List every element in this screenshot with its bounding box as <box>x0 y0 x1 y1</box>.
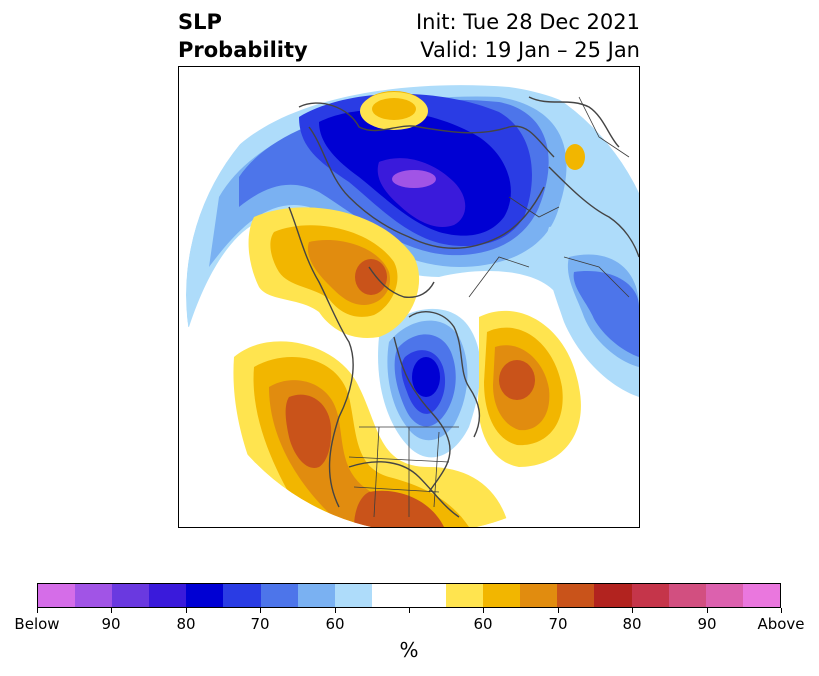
colorbar-segment <box>297 584 335 607</box>
colorbar-tick-label: 70 <box>250 615 270 633</box>
probability-field <box>186 85 639 527</box>
colorbar-segment <box>520 584 558 607</box>
init-date-label: Init: Tue 28 Dec 2021 <box>415 10 640 34</box>
colorbar-segment <box>742 584 780 607</box>
colorbar-tick <box>483 608 484 613</box>
colorbar-segment <box>223 584 261 607</box>
political-border <box>508 196 560 218</box>
probability-contour <box>285 394 332 468</box>
coastline <box>408 311 481 438</box>
political-border <box>433 431 440 508</box>
probability-contour <box>499 360 535 400</box>
political-border <box>563 256 630 298</box>
coastline <box>548 166 639 258</box>
probability-map <box>178 66 640 528</box>
coastline <box>298 102 555 158</box>
map-dates: Init: Tue 28 Dec 2021 Valid: 19 Jan – 25… <box>416 8 640 64</box>
probability-contour <box>392 170 436 188</box>
valid-range-label: Valid: 19 Jan – 25 Jan <box>420 38 640 62</box>
political-border <box>373 426 380 518</box>
colorbar-tick <box>186 608 187 613</box>
political-border <box>353 486 440 493</box>
coastline <box>288 206 354 508</box>
colorbar-segment <box>446 584 484 607</box>
colorbar-tick-label: 90 <box>101 615 121 633</box>
colorbar-tick <box>335 608 336 613</box>
political-border <box>468 256 530 298</box>
hemisphere-mask <box>179 67 639 527</box>
colorbar-segment <box>668 584 706 607</box>
probability-contour <box>355 259 387 295</box>
colorbar-segment <box>186 584 224 607</box>
colorbar-tick-label: 80 <box>622 615 642 633</box>
colorbar-segment <box>483 584 521 607</box>
colorbar-tick <box>37 608 38 613</box>
colorbar-tick-label: 80 <box>176 615 196 633</box>
colorbar-tick-label: 70 <box>548 615 568 633</box>
coastline <box>528 96 620 148</box>
colorbar-tick-label: Below <box>14 615 60 633</box>
coastline <box>308 126 545 249</box>
colorbar-tick <box>781 608 782 613</box>
colorbar-tick <box>632 608 633 613</box>
coastline <box>393 336 451 493</box>
colorbar-segment <box>594 584 632 607</box>
colorbar-segment <box>112 584 150 607</box>
colorbar-segment <box>38 584 76 607</box>
colorbar-unit: % <box>399 638 419 662</box>
title-variable: SLP <box>178 10 222 34</box>
colorbar-segment <box>149 584 187 607</box>
colorbar-segment <box>334 584 372 607</box>
probability-contour <box>372 98 416 120</box>
title-product: Probability <box>178 38 308 62</box>
colorbar-tick-label: 60 <box>325 615 345 633</box>
probability-contour <box>412 357 440 397</box>
colorbar-segment <box>557 584 595 607</box>
colorbar-tick-label: Above <box>757 615 805 633</box>
probability-colorbar <box>37 583 781 608</box>
political-border <box>578 96 630 158</box>
colorbar-segment <box>371 584 409 607</box>
colorbar-tick <box>707 608 708 613</box>
colorbar-segment <box>260 584 298 607</box>
colorbar-segment <box>408 584 447 607</box>
colorbar-segment <box>705 584 743 607</box>
polar-stereographic-map <box>179 67 639 527</box>
map-title: SLP Probability <box>178 8 308 64</box>
colorbar-segment <box>631 584 669 607</box>
colorbar-tick-label: 60 <box>473 615 493 633</box>
political-border <box>348 456 450 463</box>
colorbar-tick <box>558 608 559 613</box>
colorbar-tick <box>111 608 112 613</box>
colorbar-tick-label: 90 <box>697 615 717 633</box>
colorbar-tick <box>260 608 261 613</box>
coastlines <box>288 96 639 518</box>
probability-contour <box>565 144 585 170</box>
probability-contour <box>573 271 639 357</box>
colorbar-segment <box>75 584 113 607</box>
coastline <box>348 461 460 518</box>
probability-contour <box>354 490 444 527</box>
colorbar-tick <box>409 608 410 613</box>
coastline <box>368 266 435 299</box>
